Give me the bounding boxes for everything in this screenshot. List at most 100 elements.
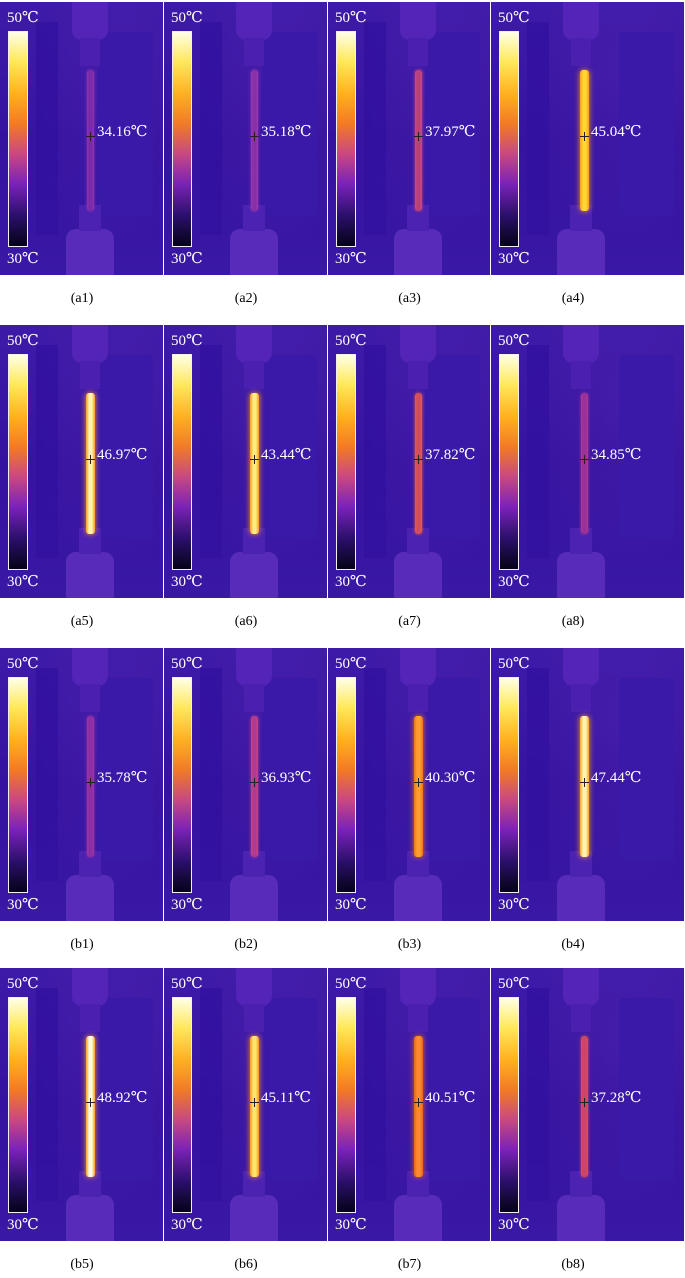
upper-grip-neck [80,38,100,66]
background-structure [619,32,674,215]
measurement-crosshair [254,132,255,141]
scale-min-label: 30℃ [498,897,530,913]
lower-grip-fixture [66,552,114,598]
temperature-scale-bar [172,677,192,893]
background-structure [527,22,549,235]
lower-grip-neck [407,528,429,554]
background-structure [425,32,480,215]
lower-grip-neck [570,1171,592,1197]
lower-grip-fixture [230,552,278,598]
temperature-scale-bar [336,31,356,247]
scale-min-label: 30℃ [171,574,203,590]
temperature-readout: 37.82℃ [425,447,476,463]
background-structure [364,345,386,558]
panel-caption: (a6) [234,614,258,629]
measurement-crosshair [254,778,255,787]
temperature-readout: 40.51℃ [425,1090,476,1106]
background-structure [425,678,480,861]
lower-grip-neck [79,851,101,877]
lower-grip-neck [407,205,429,231]
temperature-scale-bar [336,354,356,570]
background-structure [425,998,480,1181]
thermal-panel: 50℃ 30℃ 37.97℃ [328,2,491,275]
measurement-crosshair [418,1098,419,1107]
upper-grip-neck [408,38,428,66]
temperature-scale-bar [172,31,192,247]
upper-grip-fixture [400,648,436,686]
lower-grip-fixture [557,875,605,921]
upper-grip-fixture [72,648,108,686]
upper-grip-neck [408,361,428,389]
measurement-crosshair [418,132,419,141]
panel-caption: (a1) [70,291,94,306]
thermal-panel: 50℃ 30℃ 34.85℃ [491,325,685,598]
measurement-crosshair [90,455,91,464]
temperature-readout: 37.97℃ [425,124,476,140]
lower-grip-neck [570,851,592,877]
temperature-scale-bar [172,354,192,570]
temperature-readout: 45.04℃ [591,124,642,140]
panel-caption: (b3) [397,937,422,952]
scale-max-label: 50℃ [335,10,367,26]
upper-grip-neck [80,361,100,389]
temperature-scale-bar [8,31,28,247]
thermal-panel: 50℃ 30℃ 37.82℃ [328,325,491,598]
upper-grip-fixture [563,325,599,363]
background-structure [36,988,58,1201]
temperature-readout: 40.30℃ [425,770,476,786]
figure-row: 50℃ 30℃ 48.92℃ (b5) 50℃ 30℃ 45.11℃ (b6) 50℃ 30℃ 40… [0,968,685,1278]
measurement-crosshair [584,778,585,787]
upper-grip-fixture [72,325,108,363]
thermal-panel: 50℃ 30℃ 34.16℃ [0,2,164,275]
lower-grip-fixture [66,875,114,921]
temperature-scale-bar [8,677,28,893]
thermal-panel: 50℃ 30℃ 36.93℃ [164,648,328,921]
temperature-readout: 45.11℃ [261,1090,311,1106]
lower-grip-fixture [230,875,278,921]
temperature-readout: 43.44℃ [261,447,312,463]
upper-grip-neck [80,1004,100,1032]
upper-grip-neck [571,1004,591,1032]
upper-grip-fixture [400,2,436,40]
figure-row: 50℃ 30℃ 46.97℃ (a5) 50℃ 30℃ 43.44℃ (a6) 50℃ 30℃ 37… [0,325,685,635]
upper-grip-fixture [72,968,108,1006]
thermal-panel: 50℃ 30℃ 48.92℃ [0,968,164,1241]
lower-grip-neck [243,528,265,554]
temperature-scale-bar [499,31,519,247]
temperature-readout: 37.28℃ [591,1090,642,1106]
upper-grip-neck [244,684,264,712]
scale-max-label: 50℃ [171,976,203,992]
temperature-readout: 34.85℃ [591,447,642,463]
scale-min-label: 30℃ [171,897,203,913]
background-structure [200,345,222,558]
lower-grip-neck [407,851,429,877]
thermal-panel: 50℃ 30℃ 47.44℃ [491,648,685,921]
panel-caption: (b8) [561,1257,585,1272]
scale-max-label: 50℃ [335,333,367,349]
panel-caption: (b6) [234,1257,258,1272]
lower-grip-fixture [557,1195,605,1241]
background-structure [619,998,674,1181]
upper-grip-fixture [236,648,272,686]
figure-row: 50℃ 30℃ 35.78℃ (b1) 50℃ 30℃ 36.93℃ (b2) 50℃ 30℃ 40… [0,648,685,958]
scale-max-label: 50℃ [7,656,39,672]
scale-min-label: 30℃ [7,897,39,913]
thermal-panel: 50℃ 30℃ 45.11℃ [164,968,328,1241]
background-structure [262,355,317,538]
scale-max-label: 50℃ [498,656,530,672]
upper-grip-neck [571,361,591,389]
temperature-scale-bar [336,997,356,1213]
lower-grip-fixture [394,552,442,598]
upper-grip-fixture [400,968,436,1006]
panel-caption: (a4) [561,291,585,306]
thermal-panel: 50℃ 30℃ 35.78℃ [0,648,164,921]
background-structure [527,345,549,558]
panel-caption: (a8) [561,614,585,629]
background-structure [98,32,153,215]
temperature-scale-bar [8,997,28,1213]
lower-grip-fixture [230,1195,278,1241]
scale-max-label: 50℃ [7,333,39,349]
panel-caption: (b1) [70,937,94,952]
lower-grip-neck [79,205,101,231]
scale-min-label: 30℃ [171,251,203,267]
